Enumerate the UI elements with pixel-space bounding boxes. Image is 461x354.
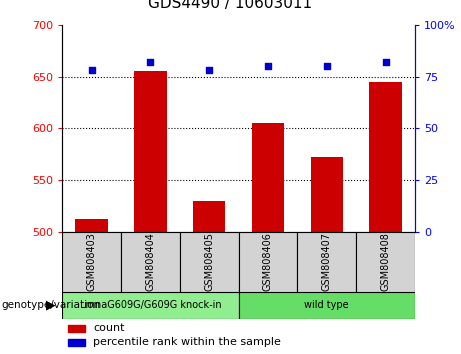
Bar	[369, 82, 402, 232]
Point	[264, 63, 272, 69]
Text: count: count	[93, 324, 125, 333]
Bar	[252, 123, 284, 232]
Text: GSM808408: GSM808408	[380, 233, 390, 291]
Bar	[68, 339, 85, 346]
Text: GSM808406: GSM808406	[263, 233, 273, 291]
Bar	[76, 219, 108, 232]
Bar	[180, 232, 239, 292]
Bar	[62, 232, 121, 292]
Text: GSM808404: GSM808404	[145, 233, 155, 291]
Point	[147, 59, 154, 65]
Text: LmnaG609G/G609G knock-in: LmnaG609G/G609G knock-in	[80, 300, 221, 310]
Bar	[62, 292, 239, 319]
Point	[88, 68, 95, 73]
Bar	[239, 232, 297, 292]
Text: GSM808405: GSM808405	[204, 233, 214, 291]
Point	[206, 68, 213, 73]
Point	[323, 63, 331, 69]
Bar	[134, 72, 166, 232]
Bar	[68, 325, 85, 332]
Point	[382, 59, 389, 65]
Text: percentile rank within the sample: percentile rank within the sample	[93, 337, 281, 347]
Bar	[193, 201, 225, 232]
Bar	[297, 232, 356, 292]
Bar	[121, 232, 180, 292]
Bar	[239, 292, 415, 319]
Text: GSM808403: GSM808403	[87, 233, 97, 291]
Text: genotype/variation: genotype/variation	[1, 300, 100, 310]
Bar	[311, 157, 343, 232]
Text: wild type: wild type	[304, 300, 349, 310]
Text: ▶: ▶	[46, 299, 55, 312]
Text: GSM808407: GSM808407	[322, 233, 332, 291]
Bar	[356, 232, 415, 292]
Text: GDS4490 / 10603011: GDS4490 / 10603011	[148, 0, 313, 11]
